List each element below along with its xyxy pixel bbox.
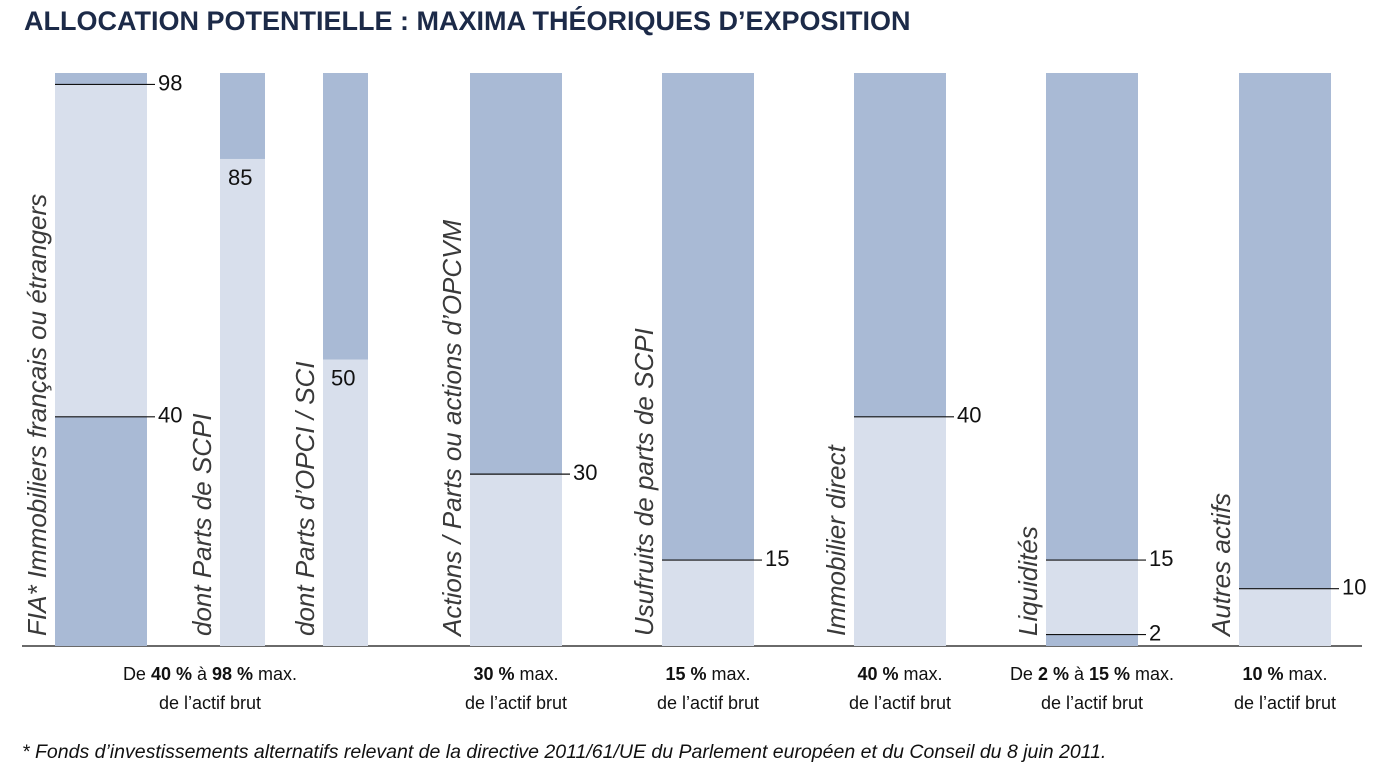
caption-part: max. [253, 664, 297, 684]
caption-part: à [192, 664, 212, 684]
range-bar [662, 560, 754, 646]
value-label: 30 [573, 460, 597, 485]
category-label: Autres actifs [1206, 493, 1236, 638]
caption-part: 30 % [473, 664, 514, 684]
value-label: 15 [765, 546, 789, 571]
caption-part: 40 % [857, 664, 898, 684]
bar-background [662, 73, 754, 646]
value-label: 15 [1149, 546, 1173, 571]
range-bar [323, 359, 368, 646]
caption-line: de l’actif brut [849, 693, 951, 713]
category-label: Liquidités [1013, 526, 1043, 636]
category-label: dont Parts d’OPCI / SCI [290, 361, 320, 636]
caption-line: De 2 % à 15 % max. [1010, 664, 1174, 684]
range-bar [1046, 560, 1138, 635]
caption-part: 15 % [665, 664, 706, 684]
value-label: 50 [331, 365, 355, 390]
range-bar [470, 474, 562, 646]
footnote: * Fonds d’investissements alternatifs re… [22, 741, 1106, 763]
category-label: Immobilier direct [821, 444, 851, 636]
value-label: 85 [228, 165, 252, 190]
value-label: 40 [158, 403, 182, 428]
range-bar [854, 416, 946, 646]
range-bar [55, 84, 147, 417]
caption-part: max. [1130, 664, 1174, 684]
category-label: dont Parts de SCPI [187, 413, 217, 636]
category-label: FIA* Immobiliers français ou étrangers [22, 194, 52, 636]
caption-part: à [1069, 664, 1089, 684]
caption-line: 40 % max. [857, 664, 942, 684]
caption-part: max. [899, 664, 943, 684]
caption-line: de l’actif brut [657, 693, 759, 713]
caption-part: max. [707, 664, 751, 684]
caption-part: De [1010, 664, 1038, 684]
value-label: 2 [1149, 620, 1161, 645]
value-label: 10 [1342, 575, 1366, 600]
caption-line: de l’actif brut [1234, 693, 1336, 713]
range-bar [220, 158, 265, 646]
caption-part: 2 % [1038, 664, 1069, 684]
caption-part: 10 % [1242, 664, 1283, 684]
caption-part: De [123, 664, 151, 684]
value-label: 40 [957, 403, 981, 428]
caption-part: 98 % [212, 664, 253, 684]
chart-title: ALLOCATION POTENTIELLE : MAXIMA THÉORIQU… [24, 5, 911, 36]
caption-line: de l’actif brut [159, 693, 261, 713]
caption-line: 15 % max. [665, 664, 750, 684]
category-label: Actions / Parts ou actions d’OPCVM [437, 219, 467, 638]
caption-line: de l’actif brut [1041, 693, 1143, 713]
caption-part: max. [1284, 664, 1328, 684]
caption-line: De 40 % à 98 % max. [123, 664, 297, 684]
caption-line: 10 % max. [1242, 664, 1327, 684]
category-label: Usufruits de parts de SCPI [629, 328, 659, 636]
caption-part: max. [515, 664, 559, 684]
caption-line: 30 % max. [473, 664, 558, 684]
range-bar [1239, 588, 1331, 646]
caption-part: 15 % [1089, 664, 1130, 684]
caption-part: 40 % [151, 664, 192, 684]
bar-background [1239, 73, 1331, 646]
caption-line: de l’actif brut [465, 693, 567, 713]
bar-background [1046, 73, 1138, 646]
value-label: 98 [158, 70, 182, 95]
